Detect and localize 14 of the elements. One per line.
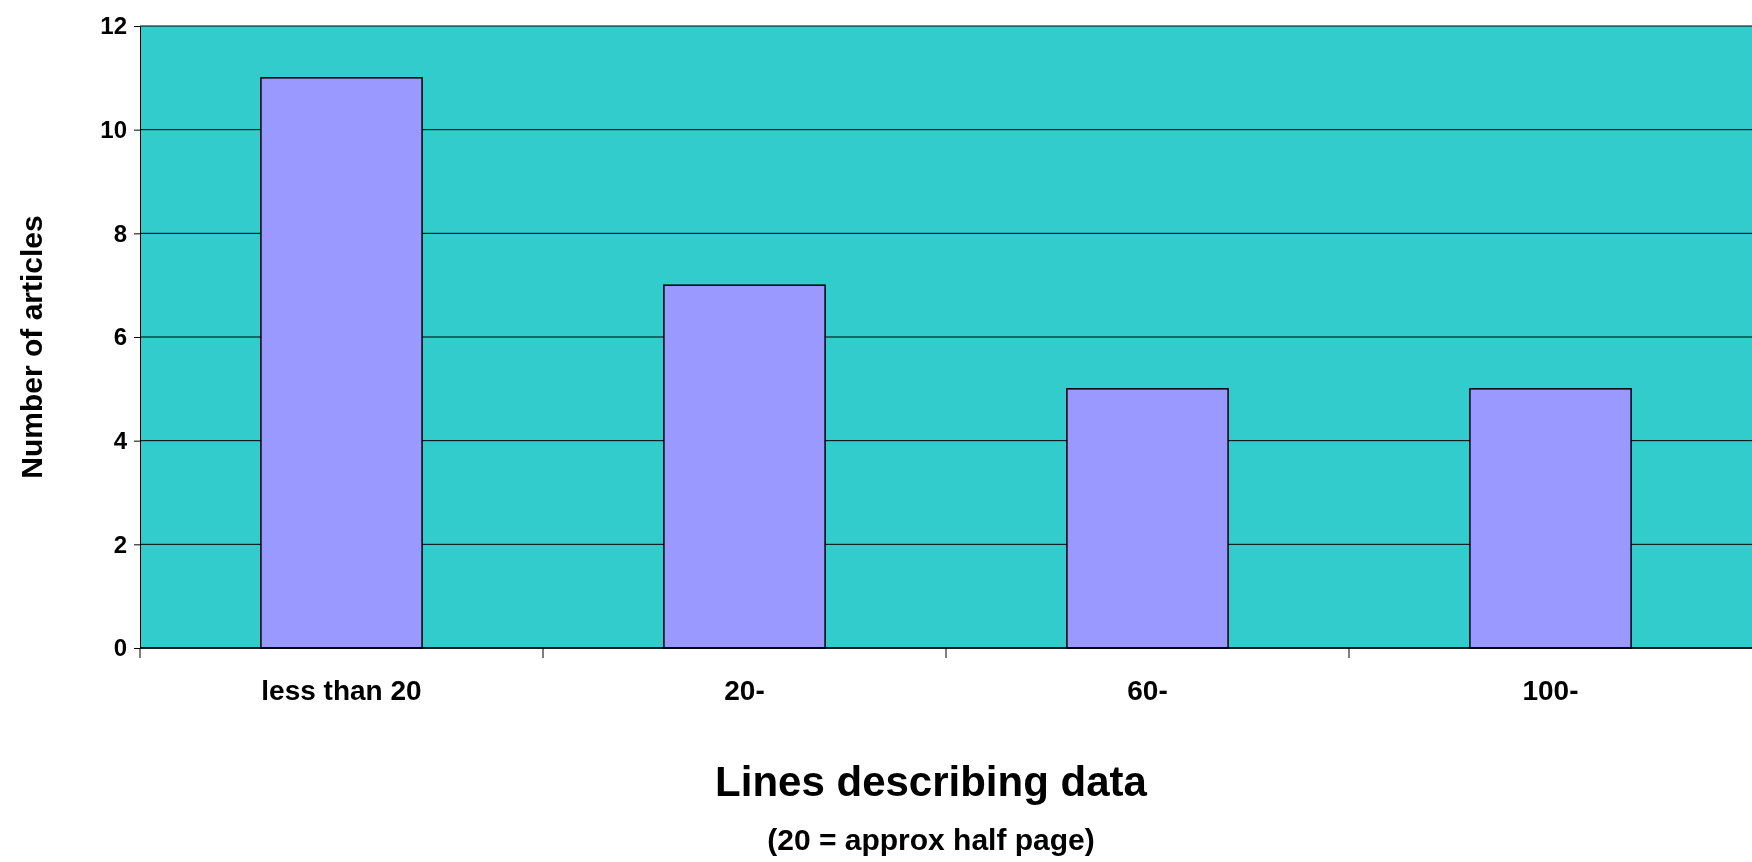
y-tick-label: 12 [100, 12, 127, 40]
x-tick-label: less than 20 [261, 675, 422, 706]
y-axis-title: Number of articles [15, 215, 48, 479]
y-tick-label: 10 [100, 115, 127, 143]
y-tick-label: 0 [113, 634, 127, 662]
y-tick-label: 6 [113, 323, 127, 351]
y-tick-label: 4 [113, 426, 128, 454]
x-tick-label: 20- [724, 675, 765, 706]
text: (20 = approx half page) [767, 823, 1095, 856]
y-tick-label: 2 [113, 530, 127, 558]
x-tick-label: 60- [1127, 675, 1168, 706]
x-axis-title: Lines describing data [715, 758, 1148, 805]
y-tick-label: 8 [113, 219, 127, 247]
x-tick-label: 100- [1522, 675, 1579, 706]
